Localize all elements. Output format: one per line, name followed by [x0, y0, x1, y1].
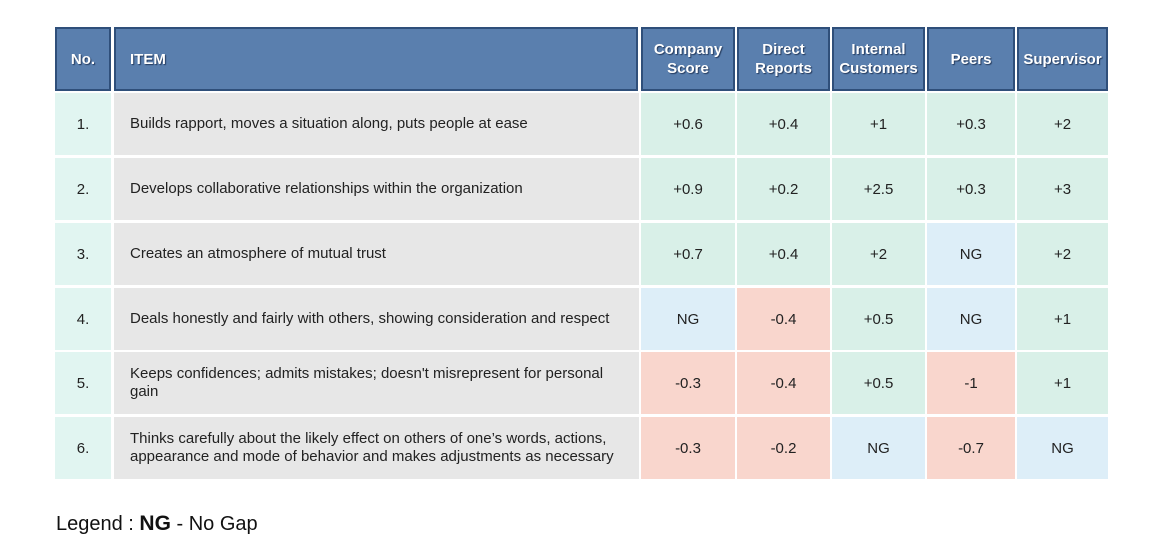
- score-company-score: +0.7: [641, 223, 735, 285]
- score-supervisor: +2: [1017, 93, 1108, 155]
- score-company-score: +0.6: [641, 93, 735, 155]
- row-item: Builds rapport, moves a situation along,…: [114, 93, 639, 155]
- score-internal-customers: +2.5: [832, 158, 925, 220]
- score-peers: -1: [927, 352, 1015, 414]
- row-number: 2.: [55, 158, 111, 220]
- row-item: Thinks carefully about the likely effect…: [114, 417, 639, 479]
- header-direct-reports: Direct Reports: [737, 27, 830, 91]
- score-peers: +0.3: [927, 93, 1015, 155]
- score-internal-customers: +0.5: [832, 288, 925, 350]
- score-internal-customers: NG: [832, 417, 925, 479]
- score-company-score: NG: [641, 288, 735, 350]
- score-company-score: +0.9: [641, 158, 735, 220]
- header-internal-customers: Internal Customers: [832, 27, 925, 91]
- header-item: ITEM: [114, 27, 638, 91]
- score-peers: NG: [927, 288, 1015, 350]
- row-number: 6.: [55, 417, 111, 479]
- header-peers: Peers: [927, 27, 1015, 91]
- table-row: 6. Thinks carefully about the likely effe…: [55, 417, 1108, 479]
- row-number: 5.: [55, 352, 111, 414]
- header-supervisor: Supervisor: [1017, 27, 1108, 91]
- score-supervisor: NG: [1017, 417, 1108, 479]
- score-supervisor: +2: [1017, 223, 1108, 285]
- score-direct-reports: -0.4: [737, 352, 830, 414]
- row-item: Deals honestly and fairly with others, s…: [114, 288, 639, 350]
- score-supervisor: +3: [1017, 158, 1108, 220]
- row-item: Develops collaborative relationships wit…: [114, 158, 639, 220]
- row-item: Creates an atmosphere of mutual trust: [114, 223, 639, 285]
- score-direct-reports: +0.4: [737, 93, 830, 155]
- score-direct-reports: +0.4: [737, 223, 830, 285]
- row-number: 3.: [55, 223, 111, 285]
- table-row: 5. Keeps confidences; admits mistakes; do…: [55, 352, 1108, 414]
- score-peers: NG: [927, 223, 1015, 285]
- header-company-score: Company Score: [641, 27, 735, 91]
- row-number: 4.: [55, 288, 111, 350]
- score-supervisor: +1: [1017, 288, 1108, 350]
- legend-meaning: - No Gap: [170, 513, 258, 535]
- score-internal-customers: +1: [832, 93, 925, 155]
- score-peers: +0.3: [927, 158, 1015, 220]
- score-company-score: -0.3: [641, 417, 735, 479]
- table-row: 3. Creates an atmosphere of mutual trust +…: [55, 223, 1108, 285]
- legend-code: NG: [139, 512, 171, 535]
- score-internal-customers: +0.5: [832, 352, 925, 414]
- score-direct-reports: +0.2: [737, 158, 830, 220]
- legend: Legend : NG - No Gap: [56, 512, 258, 536]
- table-row: 1. Builds rapport, moves a situation alon…: [55, 93, 1108, 155]
- row-number: 1.: [55, 93, 111, 155]
- header-no: No.: [55, 27, 111, 91]
- table-header-row: No. ITEM Company Score Direct Reports In…: [55, 27, 1108, 91]
- table-row: 4. Deals honestly and fairly with others,…: [55, 288, 1108, 350]
- score-supervisor: +1: [1017, 352, 1108, 414]
- table-row: 2. Develops collaborative relationships w…: [55, 158, 1108, 220]
- score-internal-customers: +2: [832, 223, 925, 285]
- legend-prefix: Legend :: [56, 513, 140, 535]
- score-direct-reports: -0.2: [737, 417, 830, 479]
- score-direct-reports: -0.4: [737, 288, 830, 350]
- score-peers: -0.7: [927, 417, 1015, 479]
- row-item: Keeps confidences; admits mistakes; does…: [114, 352, 639, 414]
- score-company-score: -0.3: [641, 352, 735, 414]
